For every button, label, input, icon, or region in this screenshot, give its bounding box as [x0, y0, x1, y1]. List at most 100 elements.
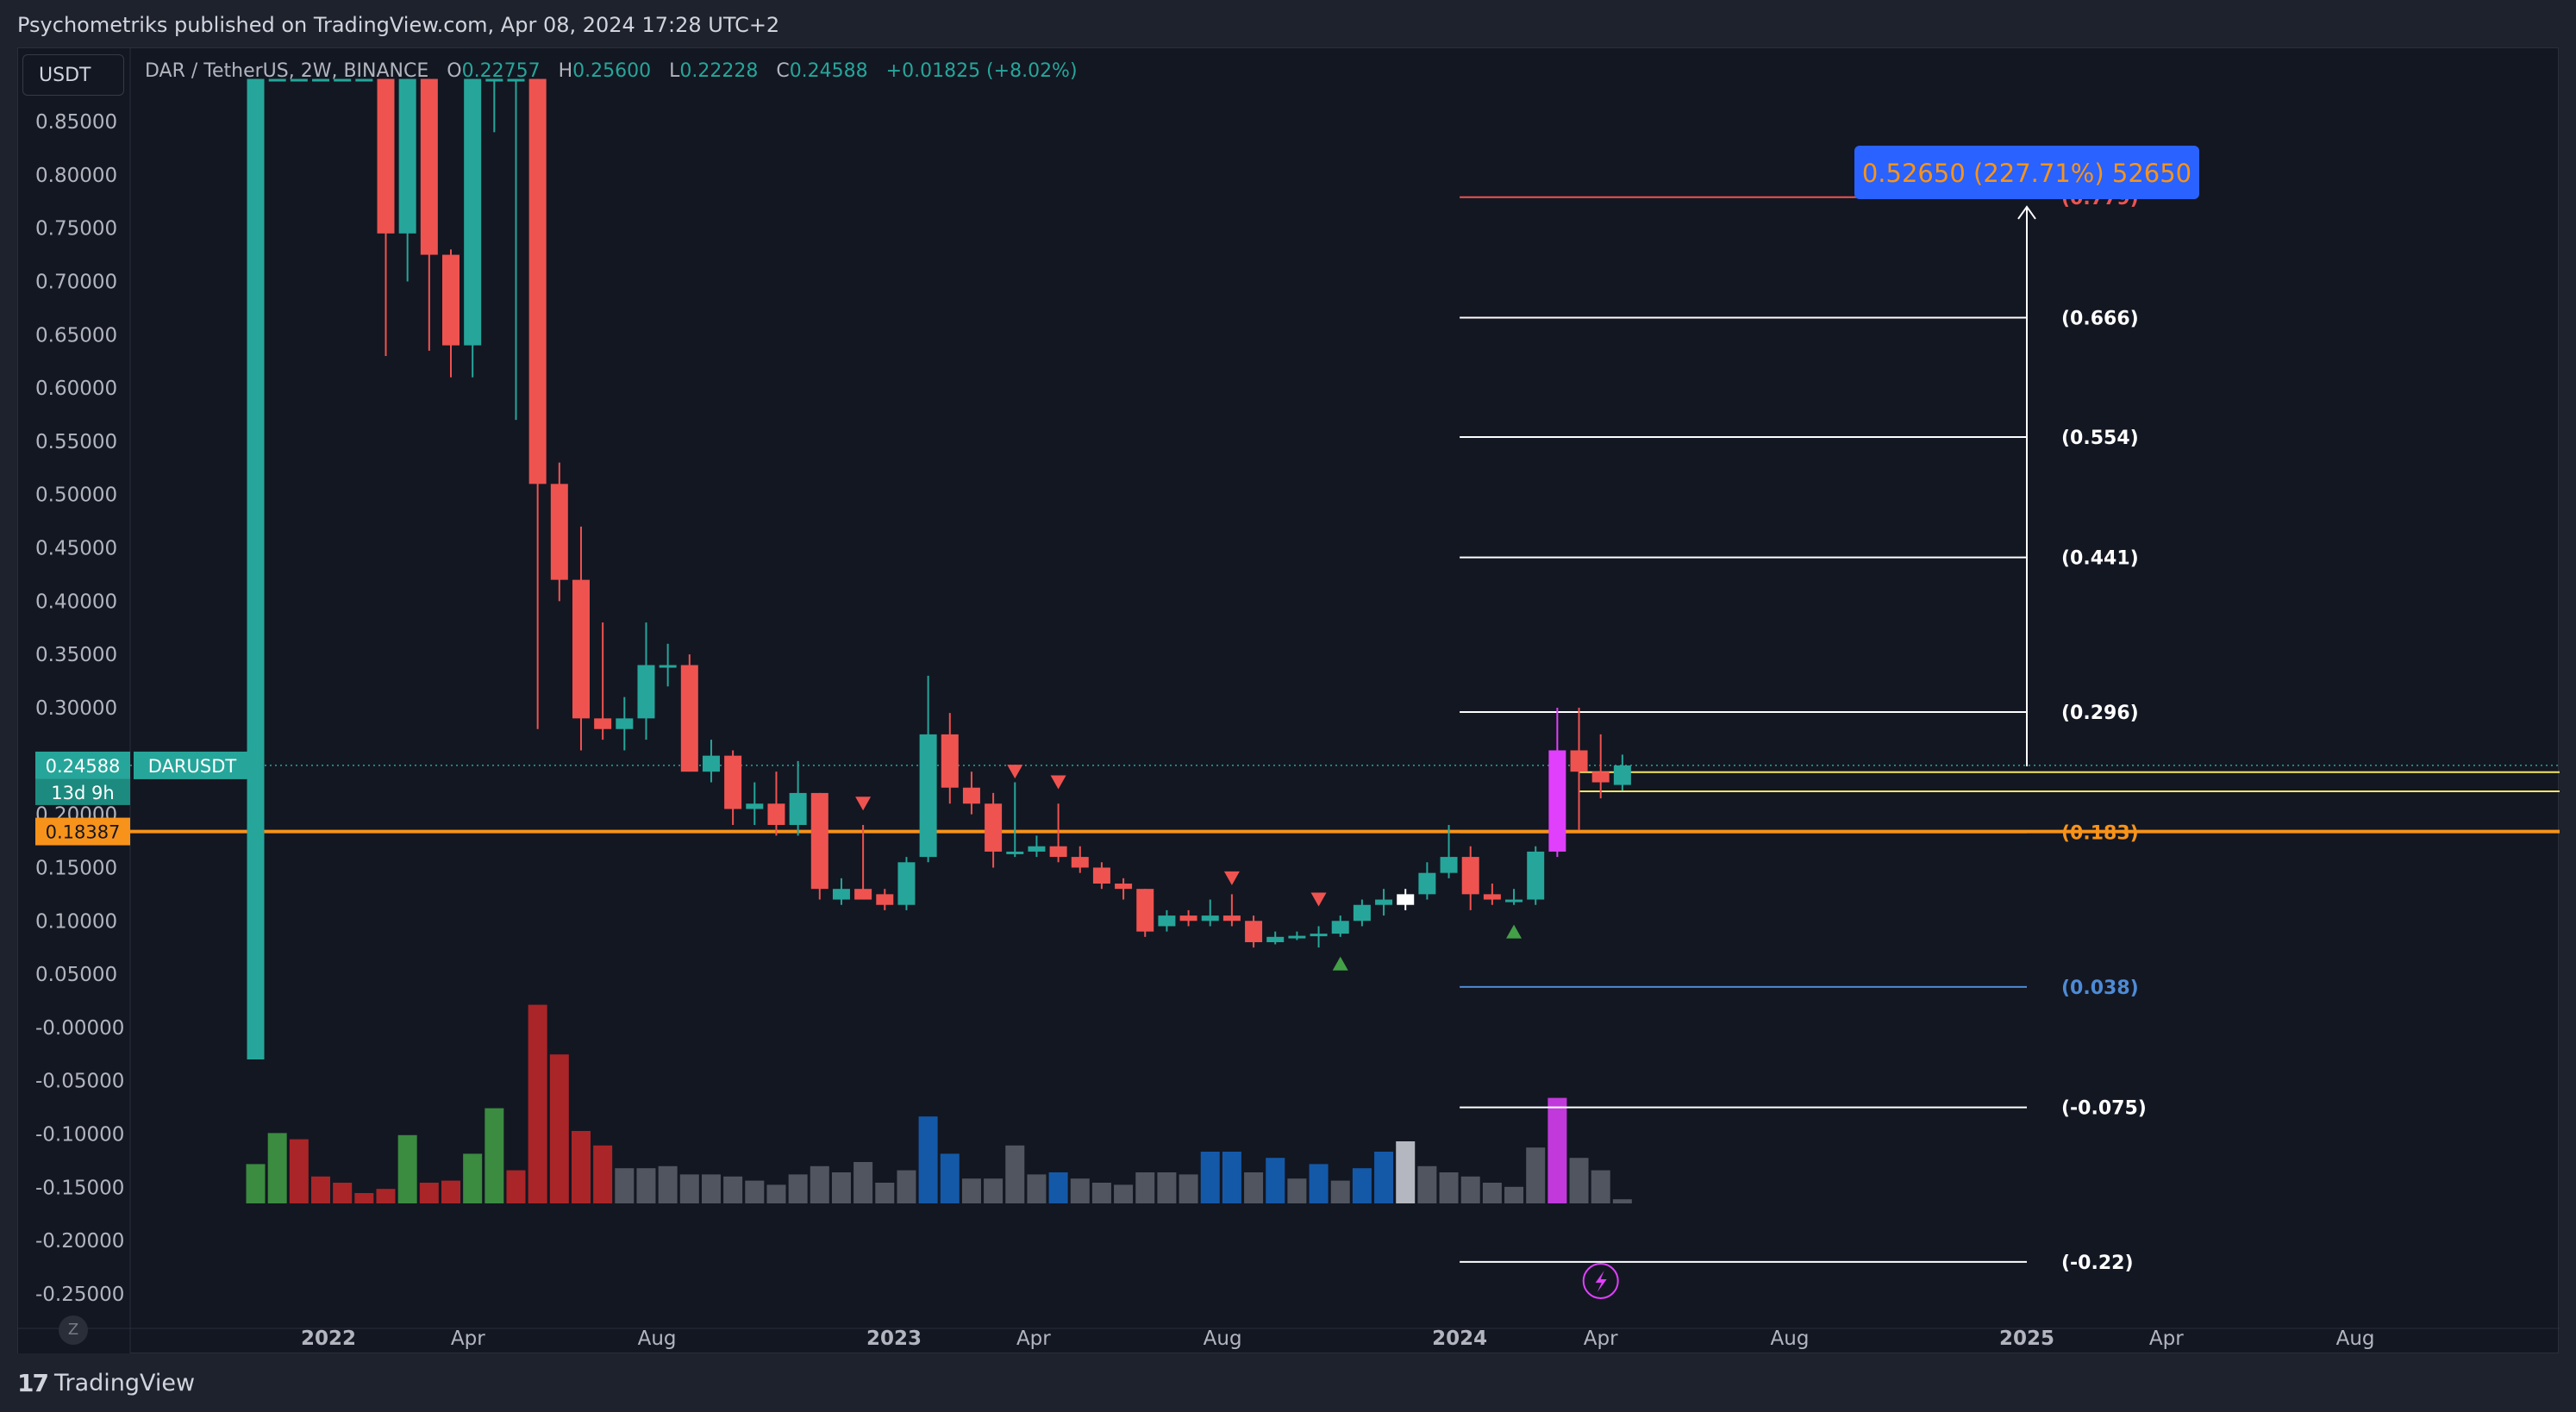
fib-level-label: (0.666): [2061, 308, 2139, 329]
candle-body[interactable]: [680, 665, 698, 772]
candle-body[interactable]: [919, 734, 937, 858]
candle-body[interactable]: [810, 792, 828, 890]
candle-body[interactable]: [1071, 857, 1089, 868]
candle-body[interactable]: [1158, 915, 1176, 927]
volume-bar: [1330, 1180, 1350, 1203]
symbol-title[interactable]: DAR / TetherUS, 2W, BINANCE: [145, 60, 429, 82]
candle-body[interactable]: [1570, 750, 1588, 772]
y-tick-label: 0.50000: [35, 484, 117, 507]
low-label: L: [669, 60, 680, 82]
volume-bar: [463, 1153, 483, 1203]
candle-body[interactable]: [1288, 935, 1306, 939]
change-value: +0.01825 (+8.02%): [885, 60, 1078, 82]
x-tick-label: Aug: [1771, 1328, 1810, 1350]
candle-body[interactable]: [941, 734, 959, 788]
candle-body[interactable]: [702, 755, 720, 772]
candle-body[interactable]: [746, 803, 764, 809]
candle-body[interactable]: [724, 755, 742, 809]
candle-body[interactable]: [897, 862, 916, 905]
candle-body[interactable]: [659, 665, 677, 668]
current-price-badge: [35, 751, 130, 779]
volume-bar: [354, 1193, 374, 1203]
candle-body[interactable]: [789, 792, 807, 825]
candle-body[interactable]: [1245, 921, 1263, 942]
candle-body[interactable]: [441, 254, 460, 346]
candle-body[interactable]: [1266, 936, 1285, 942]
x-tick-label: Apr: [2149, 1328, 2184, 1350]
candle-body[interactable]: [854, 889, 872, 900]
candle-body[interactable]: [1006, 851, 1024, 854]
candle-body[interactable]: [485, 78, 503, 82]
candle-body[interactable]: [507, 78, 525, 82]
candle-body[interactable]: [398, 78, 416, 234]
candle-body[interactable]: [1092, 867, 1110, 884]
currency-label: USDT: [39, 65, 91, 86]
zoom-label: Z: [67, 1321, 79, 1339]
zoom-reset-button[interactable]: Z: [59, 1315, 88, 1345]
candle-body[interactable]: [616, 718, 634, 729]
candle-body[interactable]: [1483, 894, 1501, 900]
candle-body[interactable]: [1028, 846, 1046, 852]
candle-body[interactable]: [767, 803, 785, 825]
y-tick-label: 0.10000: [35, 910, 117, 933]
volume-bar: [1114, 1184, 1134, 1203]
candle-body[interactable]: [1375, 899, 1393, 905]
price-chart[interactable]: 0.85000 0.80000 0.75000 0.70000 0.65000 0.600…: [18, 48, 2560, 1354]
volume-bar: [745, 1180, 765, 1203]
chart-frame[interactable]: 0.85000 0.80000 0.75000 0.70000 0.65000 0.600…: [17, 47, 2560, 1354]
low-value: 0.22228: [679, 60, 759, 82]
candle-body[interactable]: [528, 78, 547, 484]
candle-body[interactable]: [1440, 857, 1458, 873]
open-label: O: [447, 60, 462, 82]
candle-body[interactable]: [550, 484, 568, 580]
lightning-icon[interactable]: [1582, 1263, 1619, 1299]
candle-body[interactable]: [1527, 851, 1545, 900]
fib-level-label: (-0.075): [2061, 1098, 2147, 1120]
candle-body[interactable]: [290, 78, 308, 82]
candle-body[interactable]: [1461, 857, 1479, 895]
volume-bar: [1396, 1141, 1416, 1203]
y-tick-label: -0.00000: [35, 1017, 124, 1040]
candle-body[interactable]: [594, 718, 612, 729]
candle-body[interactable]: [1591, 772, 1610, 783]
volume-bar: [701, 1174, 721, 1203]
x-tick-label: Aug: [1204, 1328, 1242, 1350]
candle-body[interactable]: [1115, 884, 1133, 890]
candle-body[interactable]: [1397, 894, 1415, 905]
candle-body[interactable]: [1049, 846, 1067, 858]
candle-body[interactable]: [377, 78, 395, 234]
candle-body[interactable]: [572, 579, 590, 719]
candle-body[interactable]: [420, 78, 438, 255]
candle-body[interactable]: [832, 889, 850, 900]
candle-body[interactable]: [1179, 915, 1197, 922]
candle-body[interactable]: [1505, 899, 1523, 903]
candle-body[interactable]: [1613, 765, 1631, 785]
candle-body[interactable]: [1201, 915, 1219, 922]
candle-body[interactable]: [962, 787, 980, 804]
tradingview-logo[interactable]: 𝟭𝟳 TradingView: [17, 1369, 195, 1397]
candle-body[interactable]: [876, 894, 894, 905]
candle-body[interactable]: [1548, 750, 1566, 852]
volume-bar: [1460, 1176, 1480, 1203]
price-axis[interactable]: [18, 48, 130, 1354]
candle-body[interactable]: [985, 803, 1003, 852]
candle-body[interactable]: [312, 78, 330, 82]
candle-body[interactable]: [1222, 915, 1241, 922]
target-badge[interactable]: [1854, 146, 2199, 199]
candle-body[interactable]: [334, 78, 352, 82]
open-value: 0.22757: [461, 60, 541, 82]
candle-body[interactable]: [1331, 921, 1349, 934]
candle-body[interactable]: [1136, 889, 1154, 932]
candle-body[interactable]: [355, 78, 373, 82]
volume-bar: [875, 1183, 895, 1203]
candle-body[interactable]: [1418, 872, 1436, 895]
candle-body[interactable]: [464, 78, 482, 346]
candle-body[interactable]: [247, 78, 265, 1060]
candle-body[interactable]: [1310, 934, 1328, 937]
candle-body[interactable]: [1353, 904, 1371, 922]
volume-bar: [1526, 1147, 1546, 1203]
currency-selector[interactable]: USDT: [22, 54, 124, 96]
candle-body[interactable]: [268, 78, 286, 82]
volume-bar: [810, 1165, 829, 1203]
candle-body[interactable]: [637, 665, 655, 719]
